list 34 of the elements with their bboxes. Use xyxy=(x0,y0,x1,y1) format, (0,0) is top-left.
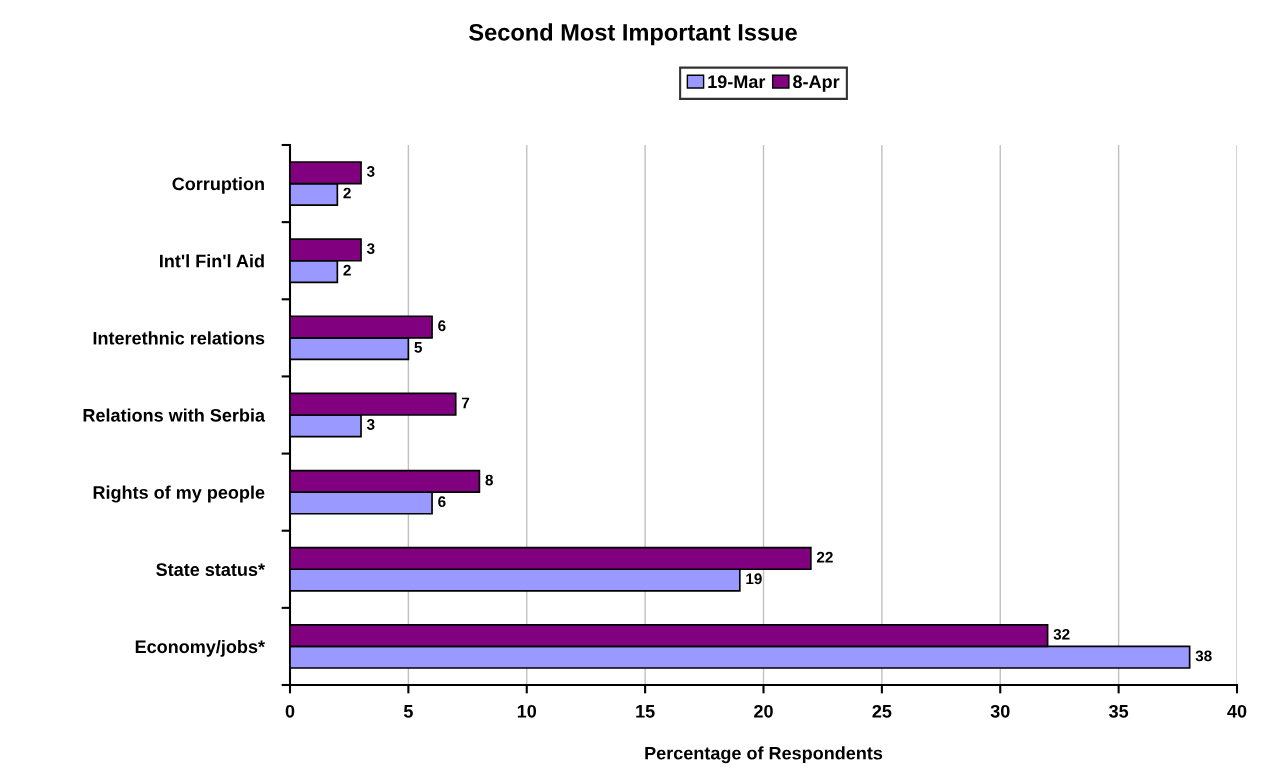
data-label: 6 xyxy=(438,496,446,508)
data-label: 3 xyxy=(366,419,375,430)
data-label: 2 xyxy=(343,187,351,199)
x-tick-label: 10 xyxy=(517,704,537,718)
x-tick-label: 40 xyxy=(1227,704,1247,718)
x-tick-label: 0 xyxy=(285,704,295,718)
x-tick-label: 5 xyxy=(403,705,413,718)
data-label: 22 xyxy=(816,551,833,563)
data-label: 3 xyxy=(366,243,375,255)
data-label: 5 xyxy=(414,342,422,353)
legend-label: 19-Mar xyxy=(708,75,766,89)
y-tick-label: State status* xyxy=(156,563,265,577)
y-tick-label: Interethnic relations xyxy=(93,331,265,345)
chart-title: Second Most Important Issue xyxy=(469,23,797,46)
x-axis-title: Percentage of Respondents xyxy=(645,746,883,764)
x-tick-label: 35 xyxy=(1109,704,1129,718)
x-tick-label: 25 xyxy=(872,704,892,718)
data-label: 38 xyxy=(1195,650,1212,662)
data-label: 8 xyxy=(485,474,493,486)
x-tick-label: 15 xyxy=(636,705,655,718)
x-tick-label: 30 xyxy=(990,704,1010,718)
legend-label: 8-Apr xyxy=(793,75,840,92)
data-label: 7 xyxy=(461,397,470,409)
y-tick-label: Relations with Serbia xyxy=(83,408,266,422)
x-tick-label: 20 xyxy=(754,704,773,718)
data-label: 2 xyxy=(343,264,351,276)
data-label: 6 xyxy=(438,320,446,332)
y-tick-label: Corruption xyxy=(172,177,264,194)
data-label: 19 xyxy=(746,573,762,585)
y-tick-label: Economy/jobs* xyxy=(135,639,265,657)
data-label: 3 xyxy=(366,166,375,177)
y-tick-label: Int'l Fin'l Aid xyxy=(160,254,264,268)
y-tick-label: Rights of my people xyxy=(93,485,265,503)
data-label: 32 xyxy=(1053,628,1070,640)
